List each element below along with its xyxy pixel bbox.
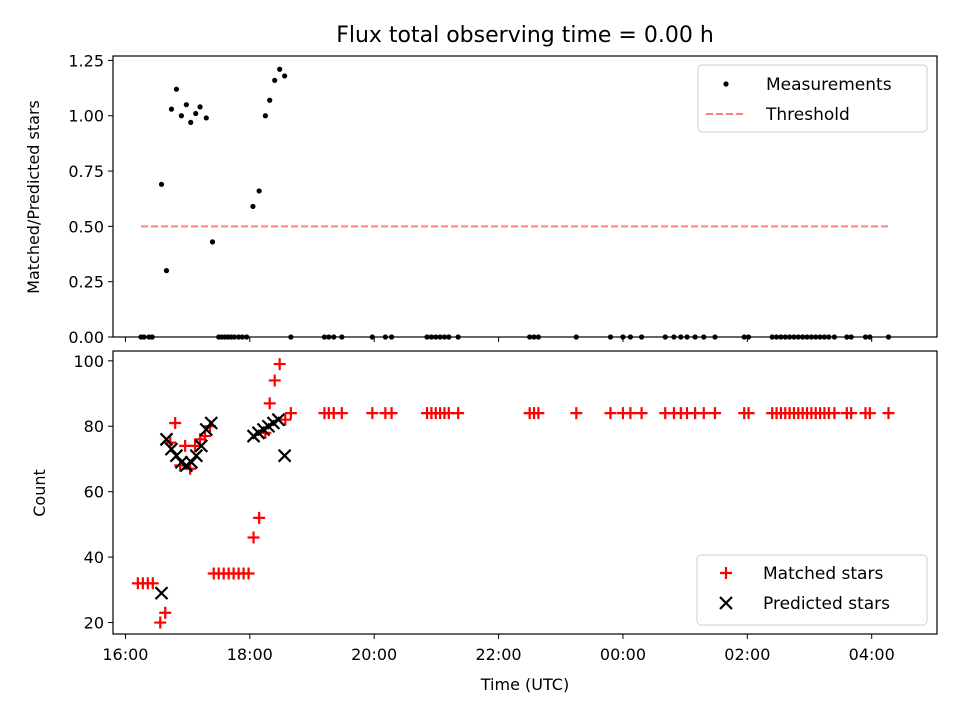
bottom-xtick-label: 04:00	[849, 645, 895, 664]
predicted-star-point	[164, 442, 179, 456]
top-ytick-label: 1.00	[68, 107, 104, 126]
matched-star-point	[146, 577, 159, 590]
predicted-star-point	[204, 416, 219, 430]
matched-star-point	[882, 407, 895, 420]
matched-star-point	[863, 407, 876, 420]
matched-star-point	[742, 407, 755, 420]
matched-star-point	[189, 439, 202, 452]
bottom-xtick-label: 02:00	[724, 645, 770, 664]
measurement-point	[272, 77, 278, 83]
matched-star-point	[247, 531, 260, 544]
bottom-plot-area: 20 40 60 80 100 16:00 18:00 20:00 22:00 00:00 02:0…	[73, 352, 894, 664]
matched-star-point	[697, 407, 710, 420]
measurement-point	[178, 113, 185, 119]
matched-star-point	[452, 407, 465, 420]
matched-star-point	[284, 407, 297, 420]
matched-star-point	[385, 407, 398, 420]
legend-threshold-label: Threshold	[765, 105, 850, 125]
legend-matched-label: Matched stars	[763, 564, 883, 584]
predicted-star-point	[199, 422, 214, 437]
measurement-point	[203, 115, 209, 121]
measurement-point	[256, 188, 262, 194]
matched-star-point	[570, 407, 583, 420]
legend-matched-marker	[720, 567, 732, 579]
bottom-axes-frame	[112, 350, 938, 635]
measurement-point	[267, 97, 273, 103]
predicted-star-point	[189, 448, 204, 463]
matched-star-point	[708, 407, 721, 420]
matched-star-point	[154, 616, 167, 629]
top-plot-area: 0.00 0.25 0.50 0.75 1.00 1.25	[68, 51, 892, 347]
measurement-point	[158, 181, 165, 187]
bottom-legend-box	[696, 554, 928, 626]
matched-star-point	[532, 407, 545, 420]
top-ytick-label: 0.75	[68, 162, 104, 181]
measurement-point	[282, 73, 288, 79]
bottom-xlabel: Time (UTC)	[480, 675, 569, 694]
predicted-star-point	[154, 586, 169, 600]
predicted-star-point	[277, 448, 292, 463]
predicted-star-point	[184, 455, 199, 470]
top-ytick-label: 0.00	[68, 328, 104, 347]
bottom-ytick-label: 80	[84, 417, 104, 436]
measurement-point	[277, 66, 283, 72]
predicted-star-point	[271, 412, 286, 427]
measurement-point	[262, 113, 268, 119]
measurement-point	[193, 110, 199, 117]
matched-star-point	[273, 358, 286, 371]
legend-predicted-label: Predicted stars	[763, 594, 890, 614]
matched-star-point	[279, 413, 292, 426]
measurement-point	[173, 86, 180, 92]
matched-star-point	[828, 407, 841, 420]
top-legend: Measurements Threshold	[697, 64, 928, 133]
bottom-ytick-label: 20	[84, 614, 104, 633]
predicted-star-point	[159, 432, 174, 447]
matched-star-point	[635, 407, 648, 420]
measurement-point	[163, 268, 170, 274]
bottom-xtick-label: 00:00	[600, 645, 646, 664]
measurement-point	[197, 104, 203, 110]
matched-star-point	[263, 397, 276, 410]
measurement-point	[250, 203, 256, 210]
measurement-point	[188, 119, 194, 125]
matched-star-point	[604, 407, 617, 420]
matched-star-point	[242, 567, 255, 580]
top-ytick-label: 0.25	[68, 273, 104, 292]
bottom-ytick-label: 60	[84, 483, 104, 502]
predicted-star-point	[194, 439, 209, 453]
legend-measurements-label: Measurements	[766, 75, 892, 95]
matched-star-point	[335, 407, 348, 420]
legend-measurements-marker	[723, 81, 729, 87]
bottom-ylabel: Count	[30, 469, 49, 517]
top-legend-box	[697, 64, 928, 133]
matched-star-point	[366, 407, 379, 420]
chart-title: Flux total observing time = 0.00 h	[336, 23, 714, 48]
matched-star-point	[253, 511, 266, 524]
bottom-legend: Matched stars Predicted stars	[696, 554, 928, 626]
top-ytick-label: 1.25	[68, 51, 104, 70]
bottom-ytick-label: 40	[84, 548, 104, 567]
top-ytick-label: 0.50	[68, 217, 104, 236]
top-ylabel: Matched/Predicted stars	[24, 100, 43, 294]
matched-star-point	[845, 407, 858, 420]
bottom-xtick-label: 20:00	[351, 645, 397, 664]
bottom-xtick-label: 16:00	[102, 645, 148, 664]
matched-star-point	[268, 374, 281, 387]
matched-star-point	[624, 407, 637, 420]
top-axes-frame	[112, 55, 938, 338]
matched-star-point	[169, 416, 182, 429]
legend-predicted-marker	[719, 596, 733, 610]
measurement-point	[168, 106, 175, 112]
bottom-xtick-label: 18:00	[227, 645, 273, 664]
matched-star-point	[159, 606, 172, 619]
bottom-ytick-label: 100	[73, 352, 104, 371]
bottom-xtick-label: 22:00	[476, 645, 522, 664]
measurement-point	[209, 239, 216, 245]
measurement-point	[183, 102, 189, 108]
